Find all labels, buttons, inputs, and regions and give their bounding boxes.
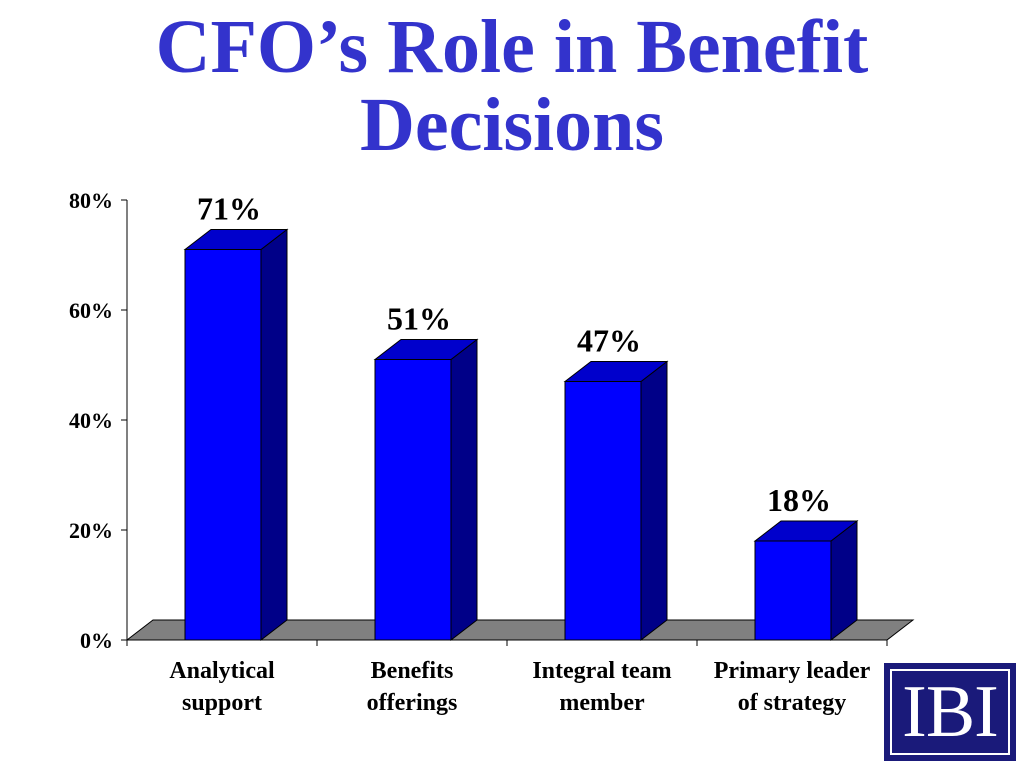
bar-front — [374, 359, 452, 641]
bar-side — [260, 228, 288, 642]
bar-top — [183, 229, 289, 250]
x-category-label: Primary leader — [714, 658, 871, 684]
bar-front — [564, 381, 642, 641]
y-tick-label: 20% — [69, 518, 113, 543]
x-category-label: member — [559, 690, 645, 716]
bar-top — [753, 520, 859, 542]
logo-text: IBI — [902, 671, 999, 753]
bar-side — [640, 360, 668, 642]
bar-side — [830, 519, 858, 642]
data-label: 18% — [767, 482, 831, 518]
y-tick-label: 0% — [80, 628, 113, 653]
x-category-label: of strategy — [738, 690, 847, 716]
page-title: CFO’s Role in Benefit Decisions — [0, 8, 1024, 164]
x-category-label: support — [182, 690, 262, 716]
x-category-label: offerings — [367, 690, 458, 716]
bar-top — [373, 339, 479, 360]
y-tick-label: 80% — [69, 188, 113, 213]
bar-top — [563, 361, 669, 382]
bar-front — [184, 249, 262, 641]
bar-side — [450, 338, 478, 642]
logo-frame — [890, 669, 1010, 755]
data-label: 51% — [387, 301, 451, 337]
x-category-label: Analytical — [169, 658, 275, 684]
y-tick-label: 40% — [69, 408, 113, 433]
x-category-label: Integral team — [532, 658, 671, 684]
data-label: 71% — [197, 191, 261, 227]
data-label: 47% — [577, 323, 641, 359]
y-tick-label: 60% — [69, 298, 113, 323]
title-line-1: CFO’s Role in Benefit — [155, 5, 869, 89]
bar-front — [754, 540, 832, 641]
x-category-label: Benefits — [371, 658, 454, 684]
ibi-logo: IBI — [884, 663, 1016, 761]
title-line-2: Decisions — [360, 83, 664, 167]
